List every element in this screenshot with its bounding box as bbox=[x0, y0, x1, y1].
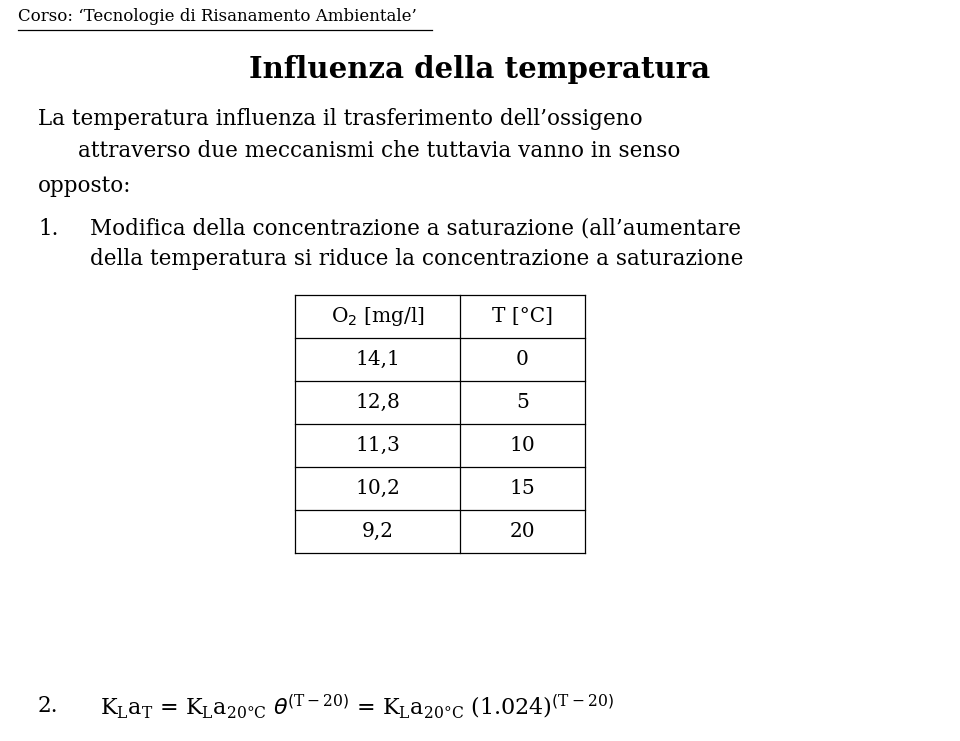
Text: T [°C]: T [°C] bbox=[492, 307, 553, 326]
Text: 20: 20 bbox=[510, 522, 536, 541]
Text: La temperatura influenza il trasferimento dell’ossigeno: La temperatura influenza il trasferiment… bbox=[38, 108, 642, 130]
Text: opposto:: opposto: bbox=[38, 175, 132, 197]
Text: 0: 0 bbox=[516, 350, 529, 369]
Text: Influenza della temperatura: Influenza della temperatura bbox=[250, 55, 710, 84]
Text: 12,8: 12,8 bbox=[355, 393, 400, 412]
Text: 2.: 2. bbox=[38, 695, 59, 717]
Text: della temperatura si riduce la concentrazione a saturazione: della temperatura si riduce la concentra… bbox=[90, 248, 743, 270]
Text: Corso: ‘Tecnologie di Risanamento Ambientale’: Corso: ‘Tecnologie di Risanamento Ambien… bbox=[18, 8, 417, 25]
Text: 14,1: 14,1 bbox=[355, 350, 400, 369]
Text: 5: 5 bbox=[516, 393, 529, 412]
Text: Modifica della concentrazione a saturazione (all’aumentare: Modifica della concentrazione a saturazi… bbox=[90, 218, 741, 240]
Text: K$_\mathregular{L}$a$_\mathregular{T}$ = K$_\mathregular{L}$a$_\mathregular{20°C: K$_\mathregular{L}$a$_\mathregular{T}$ =… bbox=[100, 693, 614, 722]
Text: attraverso due meccanismi che tuttavia vanno in senso: attraverso due meccanismi che tuttavia v… bbox=[78, 140, 681, 162]
Text: O$_2$ [mg/l]: O$_2$ [mg/l] bbox=[330, 305, 424, 328]
Text: 10: 10 bbox=[510, 436, 536, 455]
Text: 10,2: 10,2 bbox=[355, 479, 400, 498]
Text: 9,2: 9,2 bbox=[362, 522, 394, 541]
Text: 1.: 1. bbox=[38, 218, 59, 240]
Text: 15: 15 bbox=[510, 479, 536, 498]
Text: 11,3: 11,3 bbox=[355, 436, 400, 455]
